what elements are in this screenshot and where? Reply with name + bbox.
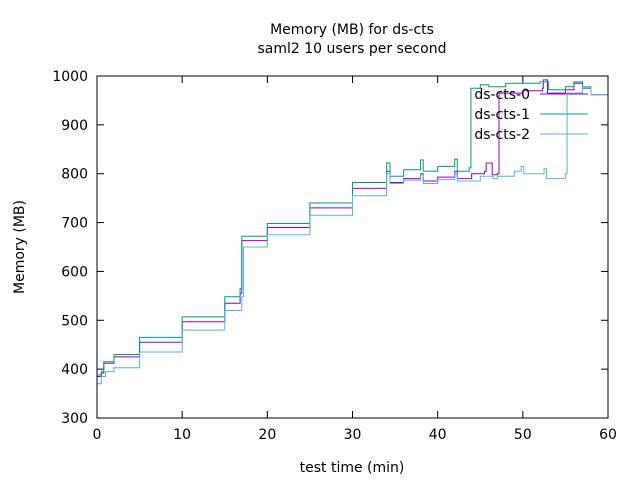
y-tick-label: 700	[61, 216, 88, 232]
x-tick-label: 20	[258, 427, 276, 443]
x-tick-label: 50	[514, 427, 532, 443]
series-line-ds-cts-2	[97, 83, 609, 385]
y-tick-label: 1000	[52, 69, 88, 85]
series-line-ds-cts-1	[97, 81, 609, 376]
x-axis-label: test time (min)	[300, 460, 405, 476]
chart-title: Memory (MB) for ds-cts	[270, 22, 434, 38]
series-line-ds-cts-0	[97, 79, 609, 377]
x-tick-label: 0	[93, 427, 102, 443]
y-tick-label: 400	[61, 362, 88, 378]
legend-label: ds-cts-2	[474, 127, 530, 143]
legend: ds-cts-0 ds-cts-1 ds-cts-2	[474, 87, 588, 143]
y-tick-label: 800	[61, 167, 88, 183]
y-tick-label: 600	[61, 264, 88, 280]
x-tick-label: 60	[599, 427, 617, 443]
legend-label: ds-cts-0	[474, 87, 530, 103]
plot-border	[96, 75, 609, 419]
x-tick-label: 10	[173, 427, 191, 443]
x-tick-label: 30	[344, 427, 362, 443]
y-tick-label: 300	[61, 411, 88, 427]
y-tick-label: 900	[61, 118, 88, 134]
x-tick-label: 40	[429, 427, 447, 443]
chart-subtitle: saml2 10 users per second	[258, 41, 447, 57]
y-axis-label: Memory (MB)	[12, 200, 28, 294]
legend-label: ds-cts-1	[474, 107, 530, 123]
y-tick-label: 500	[61, 313, 88, 329]
